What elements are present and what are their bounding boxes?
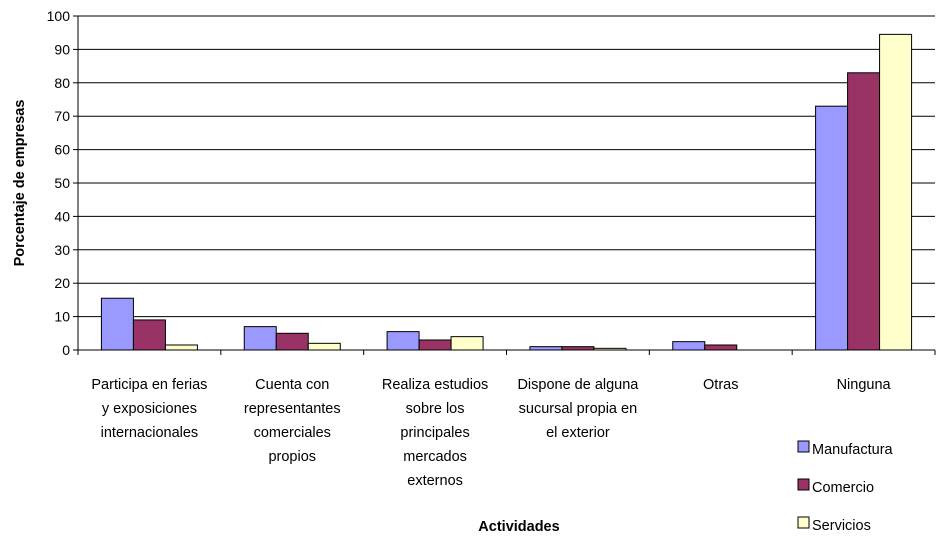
x-category-label: Participa en ferias [91,377,207,393]
x-category-label: sobre los [406,401,465,417]
x-category-label: Cuenta con [255,377,329,393]
y-tick-label: 40 [54,208,70,224]
x-category-label: representantes [244,401,341,417]
y-tick-label: 70 [54,108,70,124]
bar-servicios-5 [879,33,913,351]
x-category-label: sucursal propia en [519,401,638,417]
legend-label-manufactura: Manufactura [812,442,894,458]
x-category-label: Otras [703,377,738,393]
x-category-label: internacionales [101,425,199,441]
legend-label-servicios: Servicios [812,518,871,534]
x-category-label: Dispone de alguna [517,377,639,393]
y-tick-label: 10 [54,309,70,325]
y-tick-label: 100 [47,8,71,24]
bar-servicios-0 [164,344,198,351]
x-category-label: propios [268,449,316,465]
x-category-label: mercados [403,449,467,465]
x-axis-categories: Participa en ferias y exposiciones interna… [91,377,891,489]
x-category-label: el exterior [546,425,610,441]
y-tick-label: 30 [54,242,70,258]
bar-manufactura-2 [386,331,420,351]
bar-comercio-2 [418,339,452,351]
bar-manufactura-4 [672,341,706,351]
x-category-label: y exposiciones [102,401,197,417]
bar-manufactura-3 [529,346,563,351]
x-axis-label: Actividades [478,519,559,535]
legend-swatch-comercio [797,478,810,491]
x-category-label: principales [400,425,469,441]
y-axis-label: Porcentaje de empresas [12,100,28,267]
legend-swatch-manufactura [797,440,810,453]
y-tick-label: 50 [54,175,70,191]
bar-comercio-1 [275,332,309,351]
bar-manufactura-5 [815,105,849,351]
x-category-label: externos [407,473,463,489]
bar-comercio-5 [847,72,881,351]
bars [100,33,913,351]
bar-comercio-4 [704,344,738,351]
y-tick-label: 80 [54,75,70,91]
y-tick-label: 20 [54,275,70,291]
legend: Manufactura Comercio Servicios [797,440,894,534]
bar-servicios-1 [307,342,341,351]
y-tick-label: 0 [62,342,70,358]
x-category-label: Ninguna [837,377,892,393]
gridlines [78,15,935,351]
bar-servicios-2 [450,336,484,351]
y-tick-label: 60 [54,142,70,158]
bar-comercio-0 [132,319,166,351]
x-category-label: Realiza estudios [382,377,488,393]
axes [77,16,936,355]
y-tick-label: 90 [54,41,70,57]
y-axis-ticks: 0 10 20 30 40 50 60 70 80 90 100 [47,8,78,358]
legend-label-comercio: Comercio [812,480,874,496]
legend-swatch-servicios [797,516,810,529]
x-category-label: comerciales [254,425,331,441]
bar-comercio-3 [561,346,595,351]
bar-manufactura-0 [100,297,134,351]
bar-manufactura-1 [243,326,277,351]
